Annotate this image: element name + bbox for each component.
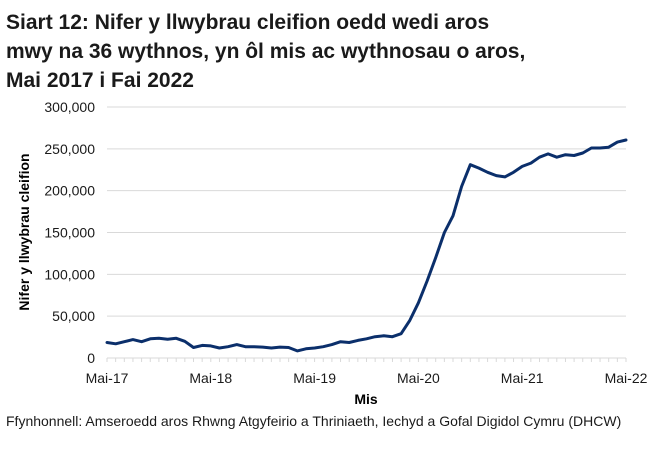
source-note: Ffynhonnell: Amseroedd aros Rhwng Atgyfe…	[6, 413, 622, 429]
y-tick-label: 50,000	[52, 308, 95, 324]
y-axis-title: Nifer y llwybrau cleifion	[16, 153, 32, 310]
y-tick-label: 200,000	[44, 183, 95, 199]
chart-title-line-1: Siart 12: Nifer y llwybrau cleifion oedd…	[6, 11, 490, 34]
x-axis-title: Mis	[354, 391, 378, 407]
x-tick-label: Mai-17	[86, 370, 129, 386]
x-tick-label: Mai-19	[293, 370, 336, 386]
y-tick-label: 100,000	[44, 266, 95, 282]
x-axis	[106, 357, 627, 362]
x-tick-label: Mai-22	[605, 370, 648, 386]
chart-title: Siart 12: Nifer y llwybrau cleifion oedd…	[6, 8, 656, 95]
data-series-line	[105, 138, 628, 353]
chart-title-line-3: Mai 2017 i Fai 2022	[6, 69, 194, 92]
y-tick-label: 300,000	[44, 99, 95, 115]
chart-title-line-2: mwy na 36 wythnos, yn ôl mis ac wythnosa…	[6, 40, 526, 63]
y-axis-tick-labels: 0 50,000 100,000 150,000 200,000 250,000 300,0…	[44, 99, 95, 366]
x-tick-label: Mai-21	[501, 370, 544, 386]
y-tick-label: 0	[87, 350, 95, 366]
y-tick-label: 150,000	[44, 225, 95, 241]
y-tick-label: 250,000	[44, 141, 95, 157]
gridlines	[107, 106, 626, 317]
x-tick-label: Mai-18	[189, 370, 232, 386]
x-tick-label: Mai-20	[397, 370, 440, 386]
x-axis-tick-labels: Mai-17 Mai-18 Mai-19 Mai-20 Mai-21 Mai-22	[86, 370, 648, 386]
